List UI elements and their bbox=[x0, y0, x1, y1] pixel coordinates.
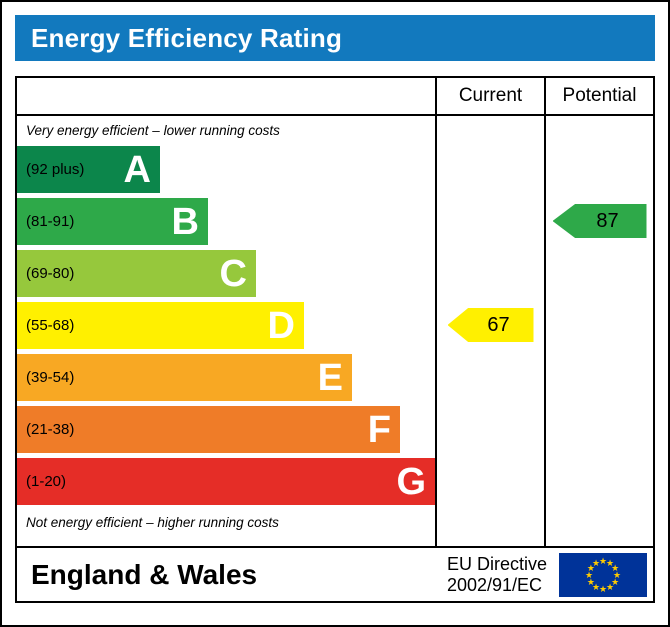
band-list: (92 plus) A (81-91) B (69-80) C (55-68) D (39-54… bbox=[17, 146, 435, 510]
eu-directive-label: EU Directive 2002/91/EC bbox=[447, 554, 547, 595]
table-header-row: Current Potential bbox=[17, 78, 653, 116]
svg-text:★: ★ bbox=[599, 556, 607, 566]
column-header-current: Current bbox=[435, 78, 544, 114]
eu-directive-line1: EU Directive bbox=[446, 553, 547, 574]
column-header-potential: Potential bbox=[544, 78, 653, 114]
band-bar-a: (92 plus) A bbox=[17, 146, 160, 193]
column-divider-current bbox=[435, 116, 437, 546]
band-row-g: (1-20) G bbox=[17, 458, 435, 510]
svg-text:★: ★ bbox=[585, 570, 593, 580]
page-title: Energy Efficiency Rating bbox=[15, 15, 655, 61]
svg-text:★: ★ bbox=[592, 557, 600, 567]
band-row-a: (92 plus) A bbox=[17, 146, 435, 198]
band-letter: G bbox=[396, 460, 426, 503]
band-row-f: (21-38) F bbox=[17, 406, 435, 458]
table-footer-row: England & Wales EU Directive 2002/91/EC … bbox=[17, 546, 653, 601]
band-range-label: (81-91) bbox=[26, 213, 75, 230]
region-label: England & Wales bbox=[31, 558, 258, 590]
page-title-text: Energy Efficiency Rating bbox=[31, 22, 343, 53]
svg-text:★: ★ bbox=[587, 577, 595, 587]
svg-text:★: ★ bbox=[611, 577, 619, 587]
band-range-label: (69-80) bbox=[26, 265, 75, 282]
band-letter: A bbox=[123, 148, 151, 191]
header-spacer-cell bbox=[17, 78, 435, 114]
band-range-label: (92 plus) bbox=[26, 161, 85, 178]
eu-directive-line2: 2002/91/EC bbox=[446, 574, 543, 595]
band-row-b: (81-91) B bbox=[17, 198, 435, 250]
eu-flag-icon: ★★★★★★★★★★★★ bbox=[559, 552, 647, 597]
band-bar-c: (69-80) C bbox=[17, 250, 256, 297]
band-letter: D bbox=[267, 304, 295, 347]
band-bar-g: (1-20) G bbox=[17, 458, 435, 505]
band-letter: F bbox=[367, 408, 391, 451]
band-bar-e: (39-54) E bbox=[17, 354, 352, 401]
rating-table: Current Potential Very energy efficient … bbox=[15, 76, 655, 603]
current-rating-arrow: 67 bbox=[447, 308, 534, 342]
svg-text:★: ★ bbox=[611, 563, 619, 573]
svg-text:★: ★ bbox=[599, 584, 607, 594]
current-rating-value: 67 bbox=[487, 313, 510, 336]
svg-text:★: ★ bbox=[606, 557, 614, 567]
bands-chart: Very energy efficient – lower running co… bbox=[17, 116, 653, 546]
potential-rating-value: 87 bbox=[596, 209, 619, 232]
band-range-label: (21-38) bbox=[26, 421, 75, 438]
band-bar-d: (55-68) D bbox=[17, 302, 304, 349]
band-row-c: (69-80) C bbox=[17, 250, 435, 302]
band-letter: C bbox=[219, 252, 247, 295]
band-range-label: (1-20) bbox=[26, 473, 67, 490]
top-note: Very energy efficient – lower running co… bbox=[26, 123, 280, 138]
svg-text:★: ★ bbox=[613, 570, 621, 580]
band-bar-b: (81-91) B bbox=[17, 198, 208, 245]
band-letter: E bbox=[317, 356, 343, 399]
svg-text:★: ★ bbox=[587, 563, 595, 573]
band-range-label: (55-68) bbox=[26, 317, 75, 334]
band-row-d: (55-68) D bbox=[17, 302, 435, 354]
band-range-label: (39-54) bbox=[26, 369, 75, 386]
bottom-note: Not energy efficient – higher running co… bbox=[26, 515, 279, 530]
band-letter: B bbox=[171, 200, 199, 243]
svg-text:★: ★ bbox=[592, 582, 600, 592]
band-bar-f: (21-38) F bbox=[17, 406, 400, 453]
svg-text:★: ★ bbox=[606, 582, 614, 592]
band-row-e: (39-54) E bbox=[17, 354, 435, 406]
potential-rating-arrow: 87 bbox=[552, 204, 647, 238]
column-divider-potential bbox=[544, 116, 546, 546]
